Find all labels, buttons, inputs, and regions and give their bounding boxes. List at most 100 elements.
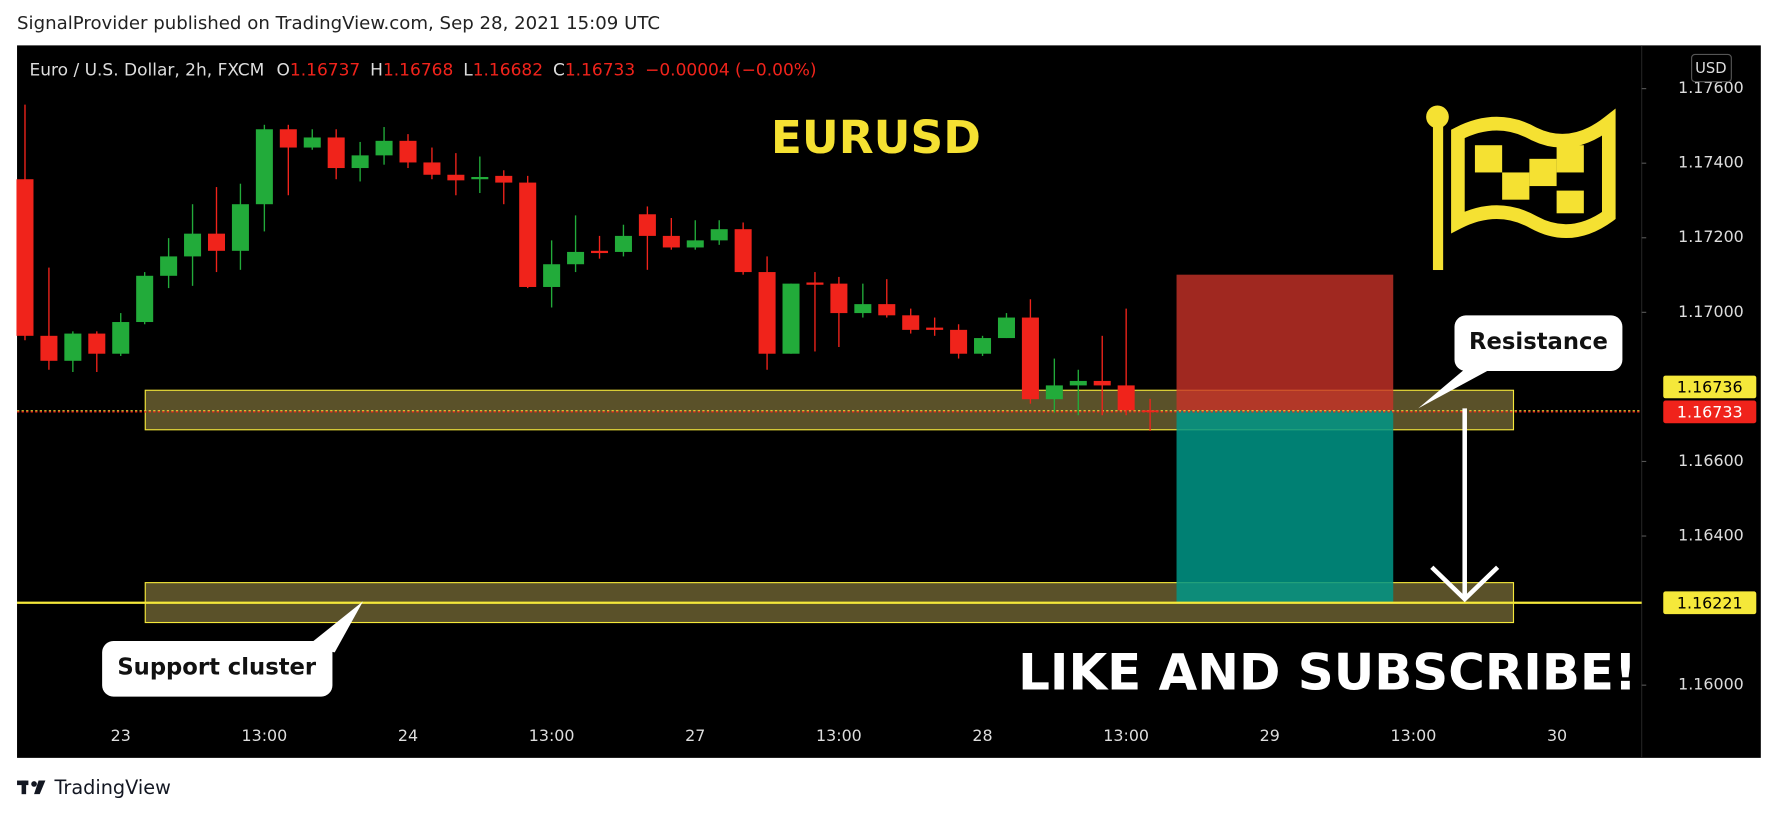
x-tick-label: 29 — [1260, 726, 1280, 745]
header: SignalProvider published on TradingView.… — [17, 13, 660, 34]
candle-body — [1141, 410, 1159, 413]
candle-body — [64, 333, 82, 361]
candle-body — [854, 304, 872, 314]
x-tick-label: 28 — [972, 726, 992, 745]
x-tick-label: 24 — [398, 726, 418, 745]
candle-body — [1021, 317, 1039, 400]
callout-label: Resistance — [1469, 329, 1608, 355]
candle-body — [638, 214, 656, 236]
x-tick-label: 13:00 — [1103, 726, 1149, 745]
price-label: 1.16736 — [1677, 378, 1743, 397]
candle-body — [16, 179, 34, 336]
down-arrow — [1430, 408, 1500, 603]
candle-body — [136, 275, 154, 323]
candle-body — [926, 327, 944, 330]
price-label: 1.16221 — [1677, 593, 1743, 612]
candle-body — [471, 176, 489, 180]
symbol: Euro / U.S. Dollar, 2h, FXCM — [30, 60, 265, 80]
x-tick-label: 13:00 — [816, 726, 862, 745]
candle-body — [423, 162, 441, 175]
candle-body — [567, 251, 585, 265]
candle-body — [902, 315, 920, 330]
currency-box — [1691, 53, 1732, 83]
banner: LIKE AND SUBSCRIBE! — [1018, 644, 1637, 702]
candle-body — [1045, 385, 1063, 400]
price-label: 1.16733 — [1677, 403, 1743, 422]
candle-body — [112, 322, 130, 354]
footer-logo — [17, 780, 46, 795]
candle-body — [782, 283, 800, 354]
ohlc-value: 1.16682 — [473, 60, 543, 80]
ohlc-label: L — [463, 60, 473, 80]
x-tick-label: 30 — [1547, 726, 1567, 745]
candle-body — [231, 204, 249, 251]
currency: USD — [1695, 60, 1726, 77]
candle-body — [375, 140, 393, 156]
flag-icon — [1426, 105, 1616, 271]
y-tick-label: 1.17400 — [1678, 153, 1744, 172]
candle-body — [591, 250, 609, 254]
candle-body — [88, 333, 106, 354]
candle-body — [207, 233, 226, 251]
candle-body — [662, 235, 680, 248]
candle-body — [1069, 380, 1087, 386]
candle-body — [1117, 385, 1135, 411]
y-tick-label: 1.16000 — [1678, 675, 1744, 694]
candle-body — [399, 140, 417, 163]
y-tick-label: 1.16400 — [1678, 526, 1744, 545]
resistance-callout — [1418, 315, 1623, 409]
candle-body — [40, 335, 58, 361]
candle-body — [543, 264, 561, 287]
footer: TradingView — [53, 776, 170, 799]
candle-body — [447, 174, 465, 181]
candle-body — [351, 155, 369, 169]
candle-body — [614, 235, 632, 252]
ohlc-value: 1.16737 — [290, 60, 360, 80]
y-tick-label: 1.16600 — [1678, 451, 1744, 470]
ohlc-value: 1.16768 — [383, 60, 453, 80]
chart-pane — [17, 45, 1761, 758]
price-label-box — [1663, 375, 1757, 399]
y-tick-label: 1.17600 — [1678, 78, 1744, 97]
candle-body — [734, 229, 752, 273]
candle-body — [806, 282, 824, 285]
candle-body — [1093, 380, 1111, 386]
candle-body — [997, 317, 1015, 339]
candle-body — [327, 137, 345, 169]
candle-body — [950, 329, 968, 354]
candle-body — [830, 283, 848, 314]
chart-title: EURUSD — [771, 111, 981, 164]
x-tick-label: 23 — [111, 726, 131, 745]
x-tick-label: 27 — [685, 726, 705, 745]
candle-body — [710, 229, 728, 241]
ohlc-label: C — [553, 60, 565, 80]
callout-label: Support cluster — [117, 655, 317, 681]
candle-body — [303, 137, 321, 148]
x-tick-label: 13:00 — [529, 726, 575, 745]
candle-body — [279, 129, 297, 148]
plot: 1.17600 1.17400 1.17200 1.17000 1.16600 1.164… — [16, 78, 1757, 745]
candle-body — [160, 256, 178, 276]
stop-zone — [1176, 274, 1394, 411]
candle-body — [184, 233, 202, 257]
y-tick-label: 1.17000 — [1678, 302, 1744, 321]
candle-body — [686, 240, 704, 248]
change: −0.00004 (−0.00%) — [645, 60, 816, 80]
ohlc-label: O — [277, 60, 290, 80]
candle-body — [519, 182, 537, 287]
x-tick-label: 13:00 — [1391, 726, 1437, 745]
candle-body — [255, 129, 273, 205]
support-callout — [102, 601, 364, 697]
price-label-box — [1663, 400, 1757, 424]
candle-body — [878, 304, 896, 316]
candle-body — [758, 272, 776, 354]
candle-body — [495, 175, 513, 183]
ohlc-label: H — [370, 60, 383, 80]
price-label-box — [1663, 591, 1757, 615]
target-zone — [1176, 410, 1394, 603]
candle-body — [974, 338, 992, 354]
ohlc-value: 1.16733 — [565, 60, 635, 80]
y-tick-label: 1.17200 — [1678, 227, 1744, 246]
